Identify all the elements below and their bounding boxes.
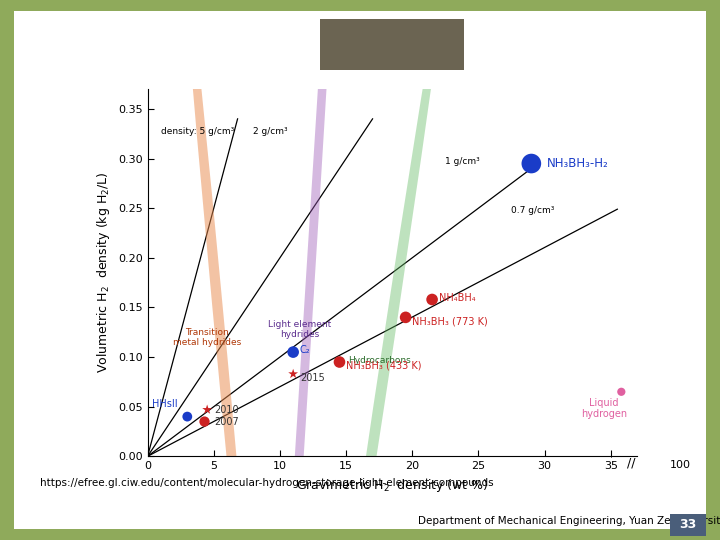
Text: 2007: 2007 [214,416,238,427]
Point [199,417,210,426]
Text: density: 5 g/cm³: density: 5 g/cm³ [161,127,234,136]
Text: HHsII: HHsII [152,399,177,409]
X-axis label: Gravimetric H$_2$  density (wt %): Gravimetric H$_2$ density (wt %) [296,477,489,494]
Point [287,369,299,378]
Text: 2 g/cm³: 2 g/cm³ [253,127,288,136]
Point [526,159,537,168]
Ellipse shape [323,0,449,540]
Point [287,348,299,356]
FancyBboxPatch shape [320,19,464,70]
Text: 0.7 g/cm³: 0.7 g/cm³ [511,206,555,215]
Point [181,412,193,421]
Point [426,295,438,304]
FancyBboxPatch shape [14,11,706,529]
Text: NH₃BH₃-H₂: NH₃BH₃-H₂ [547,157,609,170]
Text: Hydrocarbons: Hydrocarbons [348,355,410,364]
Text: 2010: 2010 [214,404,238,415]
Point [400,313,411,322]
Text: Transition
metal hydrides: Transition metal hydrides [173,327,241,347]
Point [616,388,627,396]
FancyBboxPatch shape [670,514,706,536]
Text: 100: 100 [670,461,691,470]
Text: 1 g/cm³: 1 g/cm³ [446,157,480,166]
Text: NH₄BH₄: NH₄BH₄ [438,293,475,302]
Ellipse shape [179,0,262,540]
Text: NH₃BH₃ (433 K): NH₃BH₃ (433 K) [346,361,422,371]
Text: //: // [626,457,635,470]
Ellipse shape [239,0,374,540]
Text: 2015: 2015 [300,373,325,383]
Point [202,406,213,414]
Text: Light element
hydrides: Light element hydrides [268,320,331,339]
Y-axis label: Volumetric H$_2$  density (kg H$_2$/L): Volumetric H$_2$ density (kg H$_2$/L) [96,172,112,374]
Point [333,357,345,366]
Text: https://efree.gl.ciw.edu/content/molecular-hydrogen-storage-light-element-compou: https://efree.gl.ciw.edu/content/molecul… [40,478,493,488]
Text: Liquid
hydrogen: Liquid hydrogen [581,398,627,420]
Text: Department of Mechanical Engineering, Yuan Ze University: Department of Mechanical Engineering, Yu… [418,516,720,526]
Text: 33: 33 [679,518,696,531]
Text: C₂: C₂ [300,345,310,355]
Text: NH₃BH₃ (773 K): NH₃BH₃ (773 K) [413,316,488,326]
